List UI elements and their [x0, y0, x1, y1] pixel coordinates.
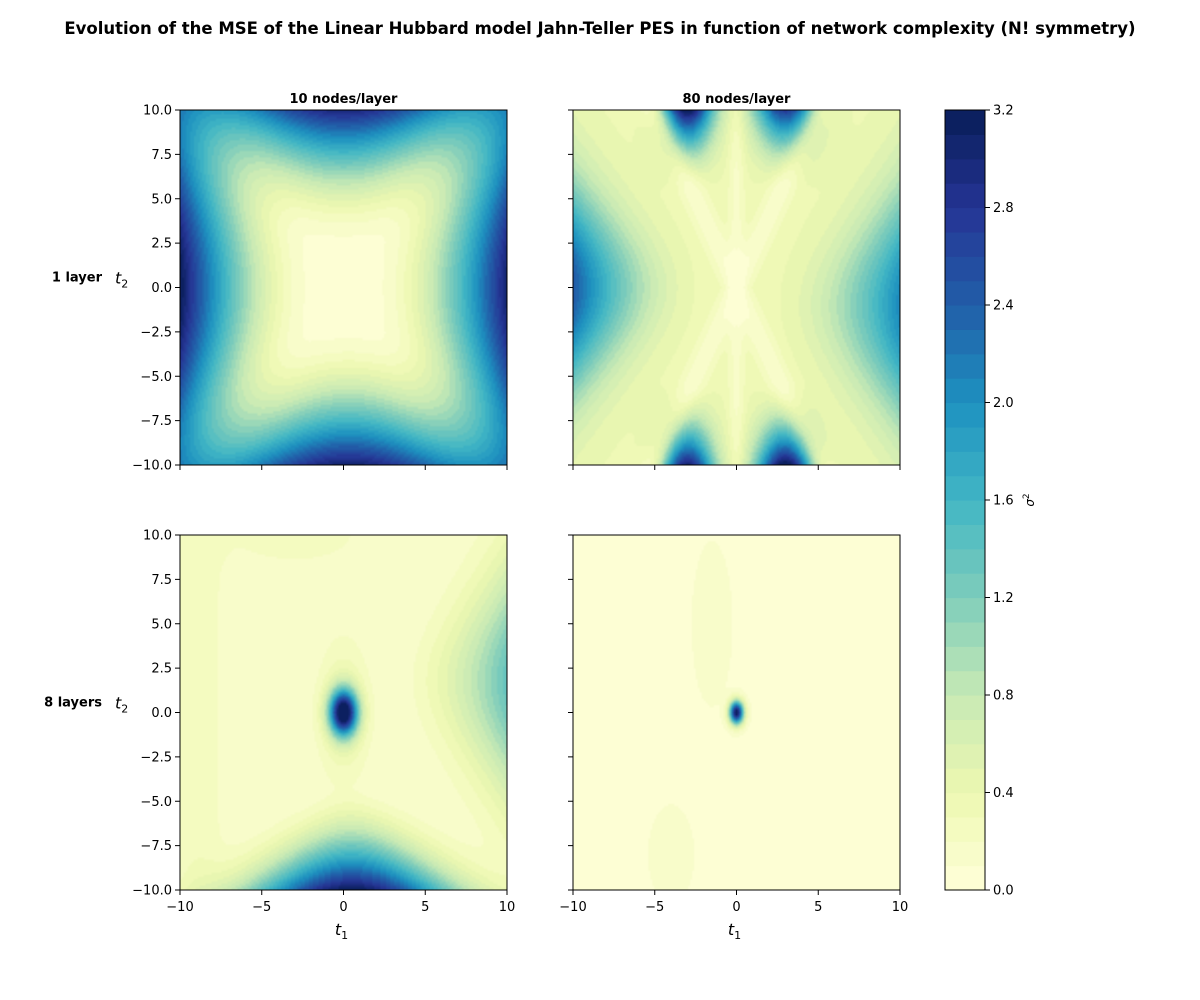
colorbar-tick-label: 2.4: [993, 299, 1014, 314]
x-tick-label: −5: [645, 900, 664, 915]
colorbar-level: [945, 621, 985, 647]
y-tick-label: 7.5: [151, 148, 172, 163]
colorbar-level: [945, 768, 985, 794]
colorbar-level: [945, 792, 985, 818]
x-tick-label: 5: [814, 900, 822, 915]
heatmap-image: [573, 110, 900, 465]
y-tick-label: 0.0: [151, 281, 172, 296]
colorbar-level: [945, 207, 985, 233]
colorbar-level: [945, 524, 985, 550]
x-tick-label: 5: [421, 900, 429, 915]
colorbar-level: [945, 329, 985, 355]
colorbar-level: [945, 305, 985, 330]
colorbar-tick-label: 3.2: [993, 104, 1014, 119]
colorbar-label: σ2: [1022, 493, 1037, 506]
row-label: 1 layer: [52, 271, 103, 286]
colorbar-tick-label: 0.4: [993, 786, 1014, 801]
y-tick-label: −10.0: [132, 884, 172, 899]
chart-title: Evolution of the MSE of the Linear Hubba…: [64, 19, 1135, 38]
colorbar-level: [945, 256, 985, 282]
colorbar-level: [945, 719, 985, 745]
colorbar-level: [945, 695, 985, 720]
x-tick-label: −5: [252, 900, 271, 915]
x-tick-label: 0: [732, 900, 740, 915]
heatmap-image: [573, 535, 900, 890]
colorbar-tick-label: 1.6: [993, 494, 1014, 509]
colorbar-level: [945, 475, 985, 501]
colorbar-level: [945, 353, 985, 379]
colorbar-tick-label: 2.0: [993, 396, 1014, 411]
y-axis-label: t2: [115, 269, 128, 291]
y-tick-label: 5.0: [151, 192, 172, 207]
y-tick-label: 2.5: [151, 237, 172, 252]
colorbar-level: [945, 865, 985, 891]
colorbar-level: [945, 548, 985, 574]
colorbar-level: [945, 231, 985, 257]
colorbar-level: [945, 134, 985, 160]
y-tick-label: −2.5: [140, 325, 172, 340]
colorbar-level: [945, 426, 985, 452]
heatmap-image: [180, 110, 507, 465]
colorbar-level: [945, 500, 985, 525]
row-label: 8 layers: [44, 696, 102, 711]
column-title: 10 nodes/layer: [290, 92, 399, 107]
y-tick-label: 10.0: [143, 529, 172, 544]
y-tick-label: −10.0: [132, 459, 172, 474]
y-axis-label: t2: [115, 694, 128, 716]
y-tick-label: 5.0: [151, 617, 172, 632]
panels-group: −10.0 −7.5 −5.0 −2.5 0.0 2.5 5.0 7.5 10.0 10 node…: [44, 92, 908, 942]
colorbar-tick-label: 0.0: [993, 884, 1014, 899]
x-tick-label: −10: [166, 900, 193, 915]
colorbar-level: [945, 280, 985, 306]
colorbar-level: [945, 451, 985, 477]
y-tick-label: 7.5: [151, 573, 172, 588]
y-tick-label: −5.0: [140, 795, 172, 810]
colorbar-level: [945, 158, 985, 184]
x-tick-label: 10: [499, 900, 516, 915]
colorbar-tick-label: 1.2: [993, 591, 1014, 606]
y-tick-label: 0.0: [151, 706, 172, 721]
y-tick-label: 2.5: [151, 662, 172, 677]
y-tick-label: 10.0: [143, 104, 172, 119]
column-title: 80 nodes/layer: [683, 92, 792, 107]
y-tick-label: −2.5: [140, 750, 172, 765]
x-axis-label: t1: [335, 920, 348, 942]
colorbar-level: [945, 402, 985, 428]
colorbar: 0.0 0.4 0.8 1.2 1.6 2.0 2.4 2.8 3.2 σ2: [944, 104, 1037, 899]
x-tick-label: −10: [559, 900, 586, 915]
colorbar-level: [945, 110, 985, 135]
colorbar-tick-label: 2.8: [993, 201, 1014, 216]
y-tick-label: −7.5: [140, 839, 172, 854]
colorbar-level: [945, 841, 985, 867]
colorbar-level: [945, 816, 985, 842]
colorbar-level: [945, 597, 985, 623]
colorbar-level: [945, 183, 985, 209]
colorbar-level: [945, 378, 985, 404]
colorbar-level: [945, 646, 985, 672]
y-tick-label: −5.0: [140, 370, 172, 385]
x-tick-label: 0: [339, 900, 347, 915]
colorbar-level: [945, 670, 985, 696]
colorbar-level: [945, 573, 985, 599]
x-axis-label: t1: [728, 920, 741, 942]
heatmap-image: [180, 535, 507, 890]
colorbar-level: [945, 743, 985, 769]
x-tick-label: 10: [892, 900, 909, 915]
y-tick-label: −7.5: [140, 414, 172, 429]
colorbar-tick-label: 0.8: [993, 689, 1014, 704]
